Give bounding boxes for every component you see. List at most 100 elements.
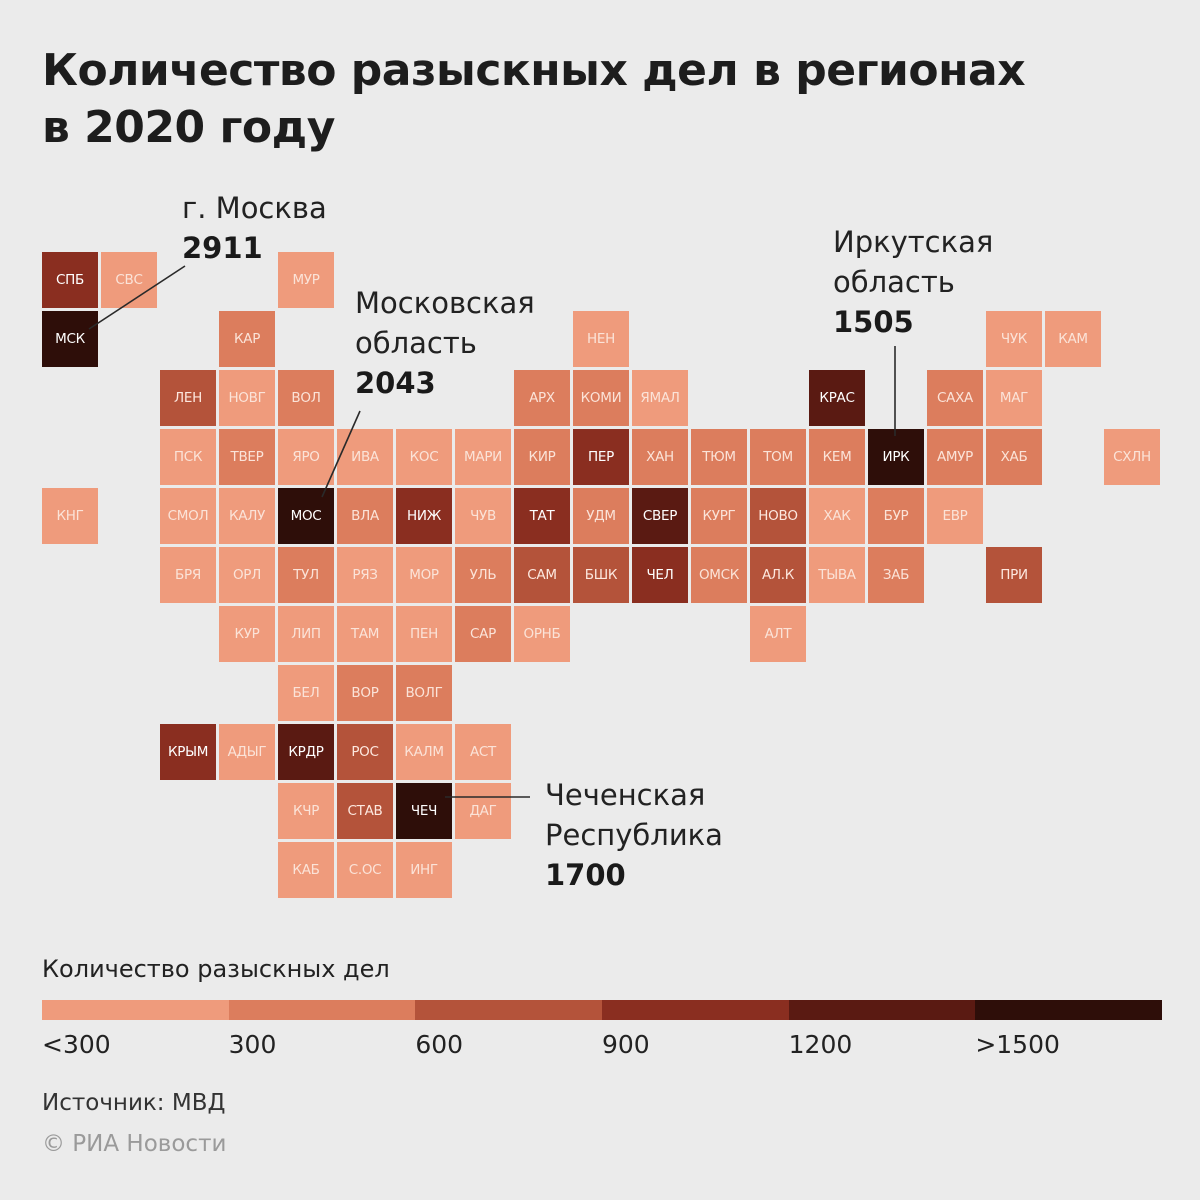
legend-title: Количество разыскных дел xyxy=(42,955,390,983)
region-tile-57: ОМСК xyxy=(691,547,747,603)
region-tile-31: ХАБ xyxy=(986,429,1042,485)
region-tile-43: КУРГ xyxy=(691,488,747,544)
region-tile-4: КАР xyxy=(219,311,275,367)
region-tile-52: МОР xyxy=(396,547,452,603)
region-tile-83: С.ОС xyxy=(337,842,393,898)
region-tile-44: НОВО xyxy=(750,488,806,544)
source-note: Источник: МВД xyxy=(42,1090,226,1116)
callout-chechnya-value: 1700 xyxy=(545,858,626,892)
region-tile-27: ТОМ xyxy=(750,429,806,485)
chart-title-line-2: в 2020 году xyxy=(42,102,335,153)
region-tile-6: ЧУК xyxy=(986,311,1042,367)
region-tile-51: РЯЗ xyxy=(337,547,393,603)
region-tile-17: ПСК xyxy=(160,429,216,485)
region-tile-8: ЛЕН xyxy=(160,370,216,426)
region-tile-16: МАГ xyxy=(986,370,1042,426)
callout-irkutsk-name: Иркутская область xyxy=(833,225,994,299)
region-tile-66: САР xyxy=(455,606,511,662)
callout-moscow-oblast-value: 2043 xyxy=(355,366,436,400)
region-tile-2: МУР xyxy=(278,252,334,308)
region-tile-33: КНГ xyxy=(42,488,98,544)
legend-swatch-1 xyxy=(228,1000,416,1020)
callout-moscow-value: 2911 xyxy=(182,231,263,265)
region-tile-63: ЛИП xyxy=(278,606,334,662)
region-tile-50: ТУЛ xyxy=(278,547,334,603)
region-tile-56: ЧЕЛ xyxy=(632,547,688,603)
region-tile-26: ТЮМ xyxy=(691,429,747,485)
region-tile-59: ТЫВА xyxy=(809,547,865,603)
region-tile-24: ПЕР xyxy=(573,429,629,485)
region-tile-71: ВОЛГ xyxy=(396,665,452,721)
callout-irkutsk-value: 1505 xyxy=(833,305,914,339)
region-tile-58: АЛ.К xyxy=(750,547,806,603)
region-tile-74: КРДР xyxy=(278,724,334,780)
region-tile-10: ВОЛ xyxy=(278,370,334,426)
callout-moscow-name: г. Москва xyxy=(182,191,327,225)
region-tile-41: УДМ xyxy=(573,488,629,544)
region-tile-60: ЗАБ xyxy=(868,547,924,603)
chart-title: Количество разыскных дел в регионах в 20… xyxy=(42,42,1142,156)
region-tile-12: КОМИ xyxy=(573,370,629,426)
region-tile-77: АСТ xyxy=(455,724,511,780)
region-tile-13: ЯМАЛ xyxy=(632,370,688,426)
region-tile-7: КАМ xyxy=(1045,311,1101,367)
region-tile-18: ТВЕР xyxy=(219,429,275,485)
region-tile-15: САХА xyxy=(927,370,983,426)
region-tile-81: ДАГ xyxy=(455,783,511,839)
legend-tick-1: 300 xyxy=(228,1030,277,1059)
region-tile-84: ИНГ xyxy=(396,842,452,898)
region-tile-38: НИЖ xyxy=(396,488,452,544)
callout-chechnya-name: Чеченская Республика xyxy=(545,778,723,852)
region-tile-0: СПБ xyxy=(42,252,98,308)
region-tile-35: КАЛУ xyxy=(219,488,275,544)
region-tile-9: НОВГ xyxy=(219,370,275,426)
region-tile-14: КРАС xyxy=(809,370,865,426)
legend-swatch-2 xyxy=(415,1000,603,1020)
region-tile-19: ЯРО xyxy=(278,429,334,485)
region-tile-80: ЧЕЧ xyxy=(396,783,452,839)
region-tile-54: САМ xyxy=(514,547,570,603)
region-tile-64: ТАМ xyxy=(337,606,393,662)
region-tile-62: КУР xyxy=(219,606,275,662)
legend-tick-3: 900 xyxy=(602,1030,650,1059)
callout-moscow: г. Москва 2911 xyxy=(182,188,327,268)
callout-irkutsk: Иркутская область 1505 xyxy=(833,222,993,342)
region-tile-42: СВЕР xyxy=(632,488,688,544)
region-tile-36: МОС xyxy=(278,488,334,544)
callout-moscow-oblast: Московская область 2043 xyxy=(355,283,535,403)
region-tile-70: ВОР xyxy=(337,665,393,721)
legend-swatch-4 xyxy=(788,1000,976,1020)
callout-chechnya: Чеченская Республика 1700 xyxy=(545,775,723,895)
region-tile-39: ЧУВ xyxy=(455,488,511,544)
region-tile-22: МАРИ xyxy=(455,429,511,485)
region-tile-73: АДЫГ xyxy=(219,724,275,780)
region-tile-40: ТАТ xyxy=(514,488,570,544)
chart-title-line-1: Количество разыскных дел в регионах xyxy=(42,45,1026,96)
region-tile-78: КЧР xyxy=(278,783,334,839)
region-tile-11: АРХ xyxy=(514,370,570,426)
legend-color-bar xyxy=(42,1000,1163,1020)
legend-swatch-5 xyxy=(975,1000,1163,1020)
region-tile-49: ОРЛ xyxy=(219,547,275,603)
region-tile-48: БРЯ xyxy=(160,547,216,603)
legend-tick-4: 1200 xyxy=(788,1030,853,1059)
region-tile-53: УЛЬ xyxy=(455,547,511,603)
region-tile-45: ХАК xyxy=(809,488,865,544)
callout-moscow-oblast-name: Московская область xyxy=(355,286,535,360)
region-tile-28: КЕМ xyxy=(809,429,865,485)
region-tile-37: ВЛА xyxy=(337,488,393,544)
region-tile-68: АЛТ xyxy=(750,606,806,662)
region-tile-82: КАБ xyxy=(278,842,334,898)
legend-swatch-3 xyxy=(602,1000,789,1020)
region-tile-29: ИРК xyxy=(868,429,924,485)
region-tile-21: КОС xyxy=(396,429,452,485)
region-tile-30: АМУР xyxy=(927,429,983,485)
legend-tick-5: >1500 xyxy=(975,1030,1060,1059)
legend-swatch-0 xyxy=(42,1000,229,1020)
region-tile-69: БЕЛ xyxy=(278,665,334,721)
region-tile-61: ПРИ xyxy=(986,547,1042,603)
region-tile-79: СТАВ xyxy=(337,783,393,839)
region-tile-25: ХАН xyxy=(632,429,688,485)
region-tile-55: БШК xyxy=(573,547,629,603)
